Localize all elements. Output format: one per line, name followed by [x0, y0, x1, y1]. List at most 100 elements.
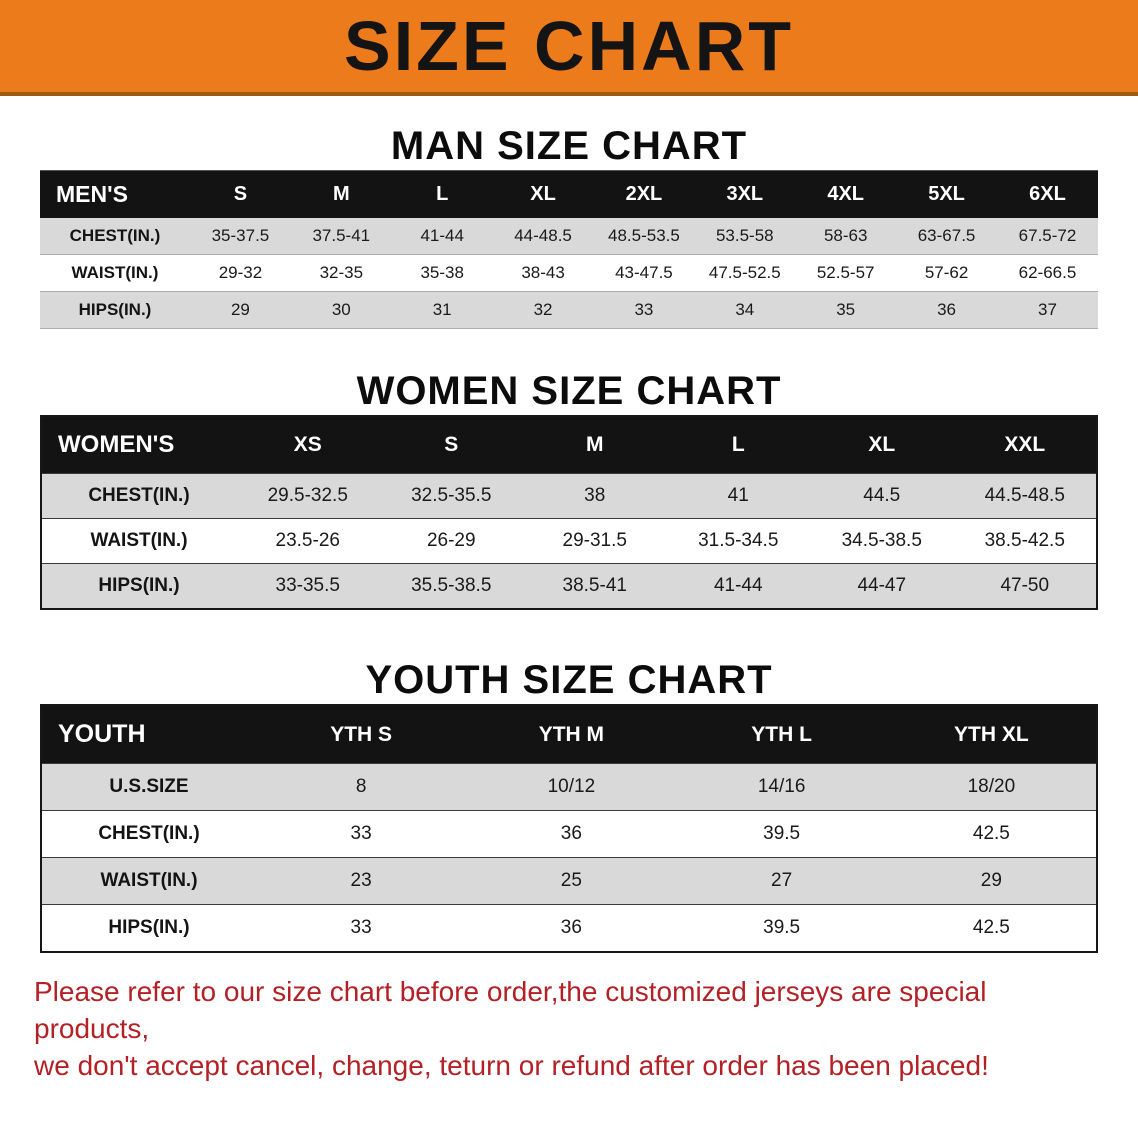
- size-value: 23: [350, 870, 372, 891]
- size-value: 38: [584, 485, 606, 506]
- size-value: 44.5: [863, 485, 901, 506]
- men-size-column-header: 4XL: [795, 170, 897, 218]
- size-value: 18/20: [967, 776, 1016, 797]
- size-value: 34.5-38.5: [841, 530, 922, 551]
- size-value: 67.5-72: [1018, 226, 1077, 245]
- size-value: 52.5-57: [816, 263, 875, 282]
- size-value: 63-67.5: [917, 226, 976, 245]
- women-table-row: HIPS(IN.) 33-35.5 35.5-38.5 38.5-41 41-44 44-…: [41, 563, 1097, 609]
- row-label: CHEST(IN.): [98, 823, 200, 844]
- women-size-column-header: S: [379, 416, 523, 474]
- men-table-row: HIPS(IN.) 29 30 31 32 33 34 35 36 37: [40, 291, 1098, 329]
- youth-size-column-header: YTH XL: [886, 705, 1097, 764]
- youth-table-header-row: YOUTH YTH S YTH M YTH L YTH XL: [41, 705, 1097, 764]
- size-value: 32: [533, 300, 553, 319]
- women-section-heading: WOMEN SIZE CHART: [356, 369, 782, 413]
- size-value: 29: [230, 300, 250, 319]
- men-size-column-header: XL: [492, 170, 594, 218]
- size-value: 33: [634, 300, 654, 319]
- men-section-heading: MAN SIZE CHART: [390, 124, 748, 168]
- size-value: 41-44: [713, 575, 763, 596]
- size-value: 43-47.5: [615, 263, 673, 282]
- size-value: 33: [350, 917, 372, 938]
- size-value: 44-47: [857, 575, 907, 596]
- size-value: 39.5: [763, 823, 801, 844]
- size-value: 35-37.5: [211, 226, 270, 245]
- row-label: HIPS(IN.): [98, 575, 180, 596]
- row-label: WAIST(IN.): [71, 263, 159, 282]
- men-size-column-header: 2XL: [593, 170, 695, 218]
- youth-section: YOUTH SIZE CHART YOUTH YTH S YTH M YTH L YTH…: [0, 656, 1138, 953]
- men-table-header-row: MEN'S S M L XL 2XL 3XL 4XL 5XL 6XL: [40, 170, 1098, 218]
- disclaimer: Please refer to our size chart before or…: [0, 973, 1138, 1084]
- men-size-column-header: 3XL: [694, 170, 796, 218]
- size-value: 62-66.5: [1018, 263, 1077, 282]
- youth-table-row: HIPS(IN.) 33 36 39.5 42.5: [41, 904, 1097, 952]
- size-value: 48.5-53.5: [608, 226, 680, 245]
- size-value: 31.5-34.5: [698, 530, 779, 551]
- youth-size-column-header: YTH S: [256, 705, 467, 764]
- size-value: 47-50: [1000, 575, 1050, 596]
- row-label: U.S.SIZE: [109, 776, 189, 797]
- size-value: 53.5-58: [715, 226, 774, 245]
- row-label: HIPS(IN.): [108, 917, 190, 938]
- size-value: 47.5-52.5: [708, 263, 781, 282]
- women-section: WOMEN SIZE CHART WOMEN'S XS S M L XL XXL CHEST…: [0, 367, 1138, 610]
- banner-title: SIZE CHART: [344, 7, 794, 85]
- row-label: CHEST(IN.): [69, 226, 161, 245]
- men-table-title: MEN'S: [40, 170, 190, 218]
- size-value: 29-31.5: [562, 530, 627, 551]
- size-value: 29-32: [218, 263, 263, 282]
- women-size-column-header: M: [523, 416, 667, 474]
- size-value: 29.5-32.5: [267, 485, 348, 506]
- size-value: 42.5: [972, 917, 1010, 938]
- row-label: HIPS(IN.): [78, 300, 152, 319]
- size-value: 31: [432, 300, 452, 319]
- men-size-column-header: S: [190, 170, 291, 218]
- women-size-column-header: XXL: [953, 416, 1097, 474]
- size-value: 39.5: [763, 917, 801, 938]
- size-value: 26-29: [426, 530, 476, 551]
- men-table-row: CHEST(IN.) 35-37.5 37.5-41 41-44 44-48.5 48.5…: [40, 218, 1098, 255]
- women-table-title: WOMEN'S: [41, 416, 236, 474]
- women-table-body: CHEST(IN.) 29.5-32.5 32.5-35.5 38 41 44.5 44.5…: [41, 473, 1097, 609]
- size-chart-banner: SIZE CHART: [0, 0, 1138, 96]
- women-table-header-row: WOMEN'S XS S M L XL XXL: [41, 416, 1097, 474]
- size-value: 37.5-41: [312, 226, 371, 245]
- women-size-column-header: L: [666, 416, 810, 474]
- disclaimer-line-2: we don't accept cancel, change, teturn o…: [34, 1050, 989, 1081]
- size-value: 23.5-26: [275, 530, 340, 551]
- disclaimer-line-1: Please refer to our size chart before or…: [34, 976, 987, 1044]
- size-value: 37: [1038, 300, 1057, 319]
- size-value: 33: [350, 823, 372, 844]
- size-value: 8: [355, 776, 367, 797]
- size-value: 44-48.5: [514, 226, 572, 245]
- size-value: 14/16: [757, 776, 806, 797]
- size-value: 58-63: [823, 226, 868, 245]
- size-value: 57-62: [924, 263, 969, 282]
- size-value: 30: [331, 300, 351, 319]
- size-value: 41: [727, 485, 749, 506]
- size-value: 33-35.5: [275, 575, 340, 596]
- size-value: 41-44: [420, 226, 464, 245]
- size-value: 35.5-38.5: [411, 575, 492, 596]
- size-value: 32.5-35.5: [411, 485, 492, 506]
- men-size-table: MEN'S S M L XL 2XL 3XL 4XL 5XL 6XL CHEST(IN.) 35-3…: [40, 170, 1098, 329]
- youth-table-row: U.S.SIZE 8 10/12 14/16 18/20: [41, 763, 1097, 811]
- row-label: WAIST(IN.): [90, 530, 188, 551]
- men-table-body: CHEST(IN.) 35-37.5 37.5-41 41-44 44-48.5 48.5…: [40, 218, 1098, 329]
- size-value: 42.5: [972, 823, 1010, 844]
- women-size-column-header: XS: [236, 416, 380, 474]
- men-table-row: WAIST(IN.) 29-32 32-35 35-38 38-43 43-47.5 47.…: [40, 254, 1098, 292]
- women-size-column-header: XL: [810, 416, 954, 474]
- size-value: 38.5-41: [562, 575, 627, 596]
- size-value: 34: [735, 300, 755, 319]
- youth-table-row: CHEST(IN.) 33 36 39.5 42.5: [41, 810, 1097, 858]
- size-value: 32-35: [319, 263, 364, 282]
- men-size-column-header: 5XL: [896, 170, 997, 218]
- size-value: 36: [560, 917, 582, 938]
- size-value: 35-38: [420, 263, 464, 282]
- youth-size-column-header: YTH L: [676, 705, 887, 764]
- men-section: MAN SIZE CHART MEN'S S M L XL 2XL 3XL 4XL 5XL 6XL…: [0, 122, 1138, 329]
- row-label: CHEST(IN.): [88, 485, 190, 506]
